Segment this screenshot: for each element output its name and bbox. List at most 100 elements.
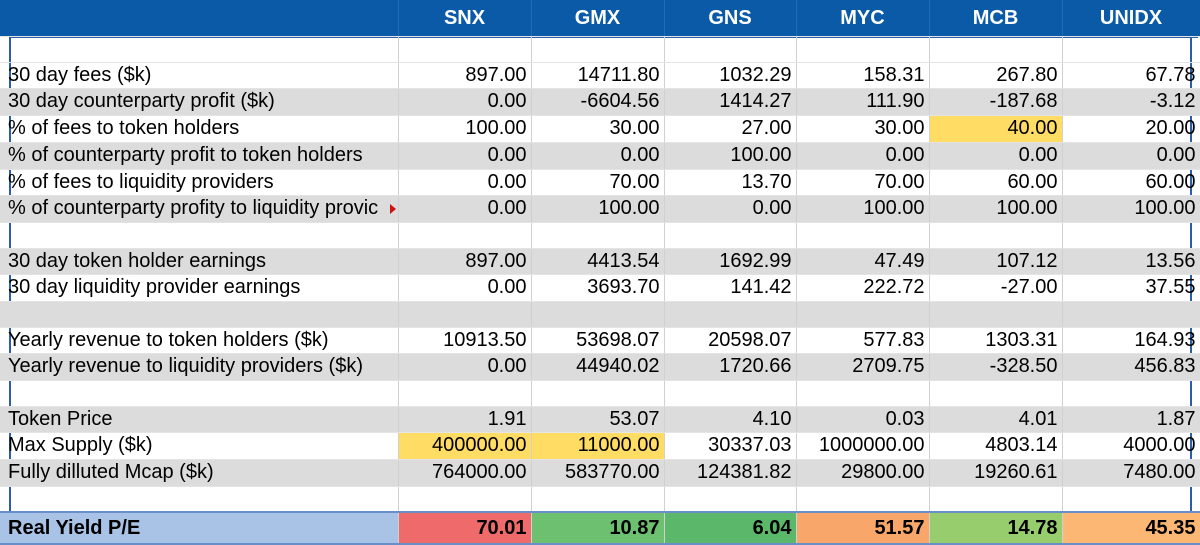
value-cell-gmx[interactable]: -6604.56 xyxy=(531,88,665,117)
value-cell-myc[interactable]: 0.00 xyxy=(796,142,930,170)
empty-cell[interactable] xyxy=(531,380,665,407)
row-label-cell[interactable]: 30 day token holder earnings xyxy=(0,248,399,276)
value-cell-myc[interactable]: 47.49 xyxy=(796,248,930,276)
value-cell-mcb[interactable]: 60.00 xyxy=(929,169,1063,197)
empty-cell[interactable] xyxy=(796,486,930,513)
value-cell-gmx[interactable]: 70.00 xyxy=(531,169,665,197)
value-cell-myc[interactable]: 70.00 xyxy=(796,169,930,197)
value-cell-snx[interactable]: 0.00 xyxy=(398,142,532,170)
value-cell-gmx[interactable]: 3693.70 xyxy=(531,274,665,302)
value-cell-gns[interactable]: 4.10 xyxy=(664,406,797,434)
row-label-cell[interactable]: % of counterparty profit to token holder… xyxy=(0,142,399,170)
value-cell-snx[interactable]: 0.00 xyxy=(398,274,532,302)
value-cell-myc[interactable]: 158.31 xyxy=(796,62,930,90)
value-cell-gmx[interactable]: 30.00 xyxy=(531,115,665,143)
empty-cell[interactable] xyxy=(1062,486,1200,513)
value-cell-unidx[interactable]: 7480.00 xyxy=(1062,459,1200,487)
empty-cell[interactable] xyxy=(796,36,930,63)
column-header-myc[interactable]: MYC xyxy=(796,0,930,37)
pe-value-cell-myc[interactable]: 51.57 xyxy=(796,511,930,545)
empty-cell[interactable] xyxy=(398,380,532,407)
row-label-cell[interactable]: Yearly revenue to token holders ($k) xyxy=(0,327,399,355)
column-header-mcb[interactable]: MCB xyxy=(929,0,1063,37)
empty-cell[interactable] xyxy=(398,486,532,513)
empty-cell[interactable] xyxy=(1062,222,1200,249)
value-cell-myc[interactable]: 0.03 xyxy=(796,406,930,434)
value-cell-gmx[interactable]: 53.07 xyxy=(531,406,665,434)
value-cell-gns[interactable]: 13.70 xyxy=(664,169,797,197)
value-cell-unidx[interactable]: 1.87 xyxy=(1062,406,1200,434)
value-cell-mcb[interactable]: 0.00 xyxy=(929,142,1063,170)
value-cell-mcb[interactable]: 40.00 xyxy=(929,115,1063,143)
empty-cell[interactable] xyxy=(664,222,797,249)
value-cell-snx[interactable]: 897.00 xyxy=(398,248,532,276)
row-label-cell[interactable]: % of fees to liquidity providers xyxy=(0,169,399,197)
row-label-cell[interactable]: 30 day counterparty profit ($k) xyxy=(0,88,399,117)
column-header-gmx[interactable]: GMX xyxy=(531,0,665,37)
row-label-cell[interactable]: Max Supply ($k) xyxy=(0,432,399,461)
empty-cell[interactable] xyxy=(531,301,665,328)
value-cell-myc[interactable]: 29800.00 xyxy=(796,459,930,487)
value-cell-gns[interactable]: 30337.03 xyxy=(664,432,797,461)
empty-cell[interactable] xyxy=(929,36,1063,63)
value-cell-gmx[interactable]: 4413.54 xyxy=(531,248,665,276)
value-cell-gns[interactable]: 1692.99 xyxy=(664,248,797,276)
column-header-snx[interactable]: SNX xyxy=(398,0,532,37)
value-cell-gns[interactable]: 0.00 xyxy=(664,195,797,223)
empty-cell[interactable] xyxy=(531,222,665,249)
empty-cell[interactable] xyxy=(796,301,930,328)
empty-cell[interactable] xyxy=(664,301,797,328)
value-cell-unidx[interactable]: 20.00 xyxy=(1062,115,1200,143)
value-cell-unidx[interactable]: 60.00 xyxy=(1062,169,1200,197)
value-cell-snx[interactable]: 100.00 xyxy=(398,115,532,143)
value-cell-gmx[interactable]: 11000.00 xyxy=(531,432,665,461)
value-cell-unidx[interactable]: 67.78 xyxy=(1062,62,1200,90)
value-cell-unidx[interactable]: -3.12 xyxy=(1062,88,1200,117)
row-label-cell[interactable]: Fully dilluted Mcap ($k) xyxy=(0,459,399,487)
header-corner-cell[interactable] xyxy=(0,0,399,37)
empty-cell[interactable] xyxy=(1062,380,1200,407)
value-cell-snx[interactable]: 0.00 xyxy=(398,169,532,197)
row-label-cell[interactable]: Yearly revenue to liquidity providers ($… xyxy=(0,353,399,382)
value-cell-myc[interactable]: 577.83 xyxy=(796,327,930,355)
pe-value-cell-snx[interactable]: 70.01 xyxy=(398,511,532,545)
row-label-cell[interactable]: 30 day liquidity provider earnings xyxy=(0,274,399,302)
value-cell-mcb[interactable]: 100.00 xyxy=(929,195,1063,223)
value-cell-myc[interactable]: 1000000.00 xyxy=(796,432,930,461)
value-cell-gns[interactable]: 100.00 xyxy=(664,142,797,170)
column-header-gns[interactable]: GNS xyxy=(664,0,797,37)
value-cell-mcb[interactable]: 4803.14 xyxy=(929,432,1063,461)
value-cell-myc[interactable]: 30.00 xyxy=(796,115,930,143)
value-cell-mcb[interactable]: 4.01 xyxy=(929,406,1063,434)
row-label-cell[interactable]: % of fees to token holders xyxy=(0,115,399,143)
value-cell-mcb[interactable]: 107.12 xyxy=(929,248,1063,276)
empty-cell[interactable] xyxy=(1062,36,1200,63)
value-cell-unidx[interactable]: 164.93 xyxy=(1062,327,1200,355)
empty-cell[interactable] xyxy=(796,380,930,407)
column-header-unidx[interactable]: UNIDX xyxy=(1062,0,1200,37)
value-cell-myc[interactable]: 2709.75 xyxy=(796,353,930,382)
value-cell-myc[interactable]: 222.72 xyxy=(796,274,930,302)
row-label-cell[interactable]: Token Price xyxy=(0,406,399,434)
value-cell-gmx[interactable]: 14711.80 xyxy=(531,62,665,90)
empty-cell[interactable] xyxy=(929,486,1063,513)
value-cell-snx[interactable]: 400000.00 xyxy=(398,432,532,461)
pe-value-cell-mcb[interactable]: 14.78 xyxy=(929,511,1063,545)
pe-value-cell-gns[interactable]: 6.04 xyxy=(664,511,797,545)
empty-cell[interactable] xyxy=(531,36,665,63)
value-cell-gns[interactable]: 1414.27 xyxy=(664,88,797,117)
value-cell-snx[interactable]: 897.00 xyxy=(398,62,532,90)
value-cell-gmx[interactable]: 53698.07 xyxy=(531,327,665,355)
empty-cell[interactable] xyxy=(664,380,797,407)
empty-cell[interactable] xyxy=(929,380,1063,407)
value-cell-gns[interactable]: 1032.29 xyxy=(664,62,797,90)
value-cell-snx[interactable]: 764000.00 xyxy=(398,459,532,487)
value-cell-unidx[interactable]: 4000.00 xyxy=(1062,432,1200,461)
row-label-cell[interactable]: % of counterparty profity to liquidity p… xyxy=(0,195,399,223)
value-cell-snx[interactable]: 1.91 xyxy=(398,406,532,434)
empty-cell[interactable] xyxy=(0,222,399,249)
empty-cell[interactable] xyxy=(929,222,1063,249)
empty-cell[interactable] xyxy=(531,486,665,513)
value-cell-mcb[interactable]: 1303.31 xyxy=(929,327,1063,355)
value-cell-unidx[interactable]: 100.00 xyxy=(1062,195,1200,223)
